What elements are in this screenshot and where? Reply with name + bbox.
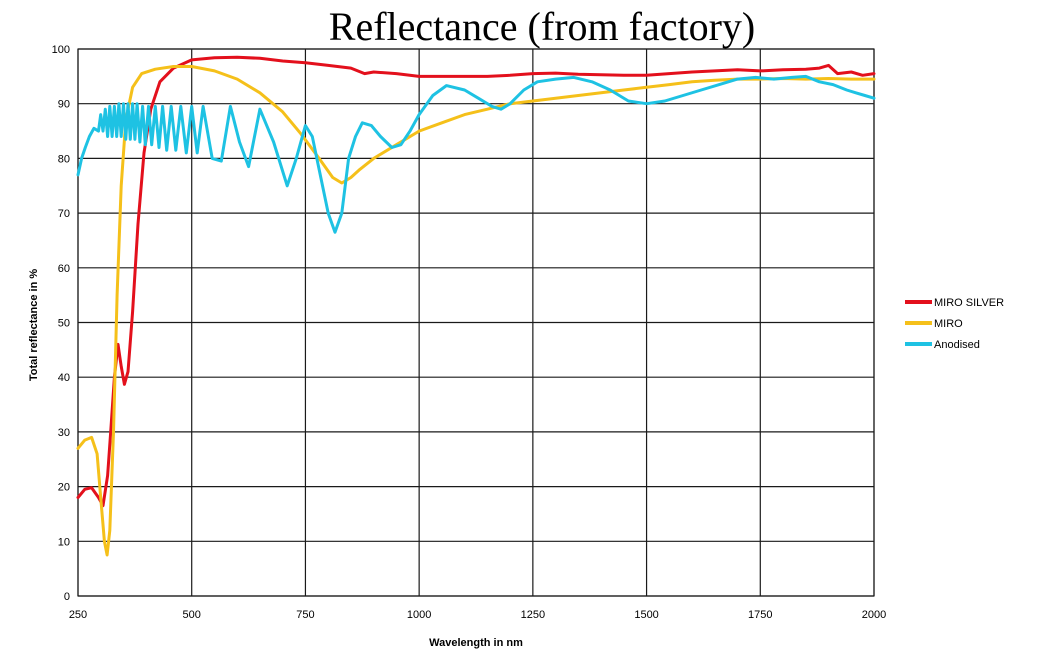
y-tick-label: 0 xyxy=(64,591,70,603)
y-tick-label: 20 xyxy=(58,482,70,494)
x-tick-label: 1000 xyxy=(407,609,431,621)
x-tick-label: 2000 xyxy=(862,609,886,621)
y-axis-label: Total reflectance in % xyxy=(28,269,40,381)
chart-title: Reflectance (from factory) xyxy=(329,4,755,49)
legend-label-miro-silver: MIRO SILVER xyxy=(934,297,1004,309)
legend: MIRO SILVER MIRO Anodised xyxy=(905,297,1004,351)
x-tick-label: 750 xyxy=(296,609,314,621)
x-tick-label: 1750 xyxy=(748,609,772,621)
series-line-anodised xyxy=(76,74,876,234)
y-axis-ticks: 0 10 20 30 40 50 60 70 80 90 100 xyxy=(52,44,70,603)
y-tick-label: 80 xyxy=(58,153,70,165)
series-line-miro-silver xyxy=(76,55,876,508)
y-tick-label: 70 xyxy=(58,208,70,220)
y-tick-label: 60 xyxy=(58,263,70,275)
series-lines xyxy=(76,55,876,557)
y-tick-label: 40 xyxy=(58,372,70,384)
x-tick-label: 500 xyxy=(183,609,201,621)
y-tick-label: 100 xyxy=(52,44,70,56)
y-tick-label: 30 xyxy=(58,427,70,439)
grid xyxy=(77,48,875,597)
y-tick-label: 90 xyxy=(58,99,70,111)
x-tick-label: 1250 xyxy=(521,609,545,621)
y-tick-label: 10 xyxy=(58,536,70,548)
x-tick-label: 1500 xyxy=(634,609,658,621)
legend-label-miro: MIRO xyxy=(934,318,963,330)
x-axis-ticks: 250 500 750 1000 1250 1500 1750 2000 xyxy=(69,609,886,621)
x-tick-label: 250 xyxy=(69,609,87,621)
legend-label-anodised: Anodised xyxy=(934,339,980,351)
x-axis-label: Wavelength in nm xyxy=(429,637,523,649)
y-tick-label: 50 xyxy=(58,318,70,330)
